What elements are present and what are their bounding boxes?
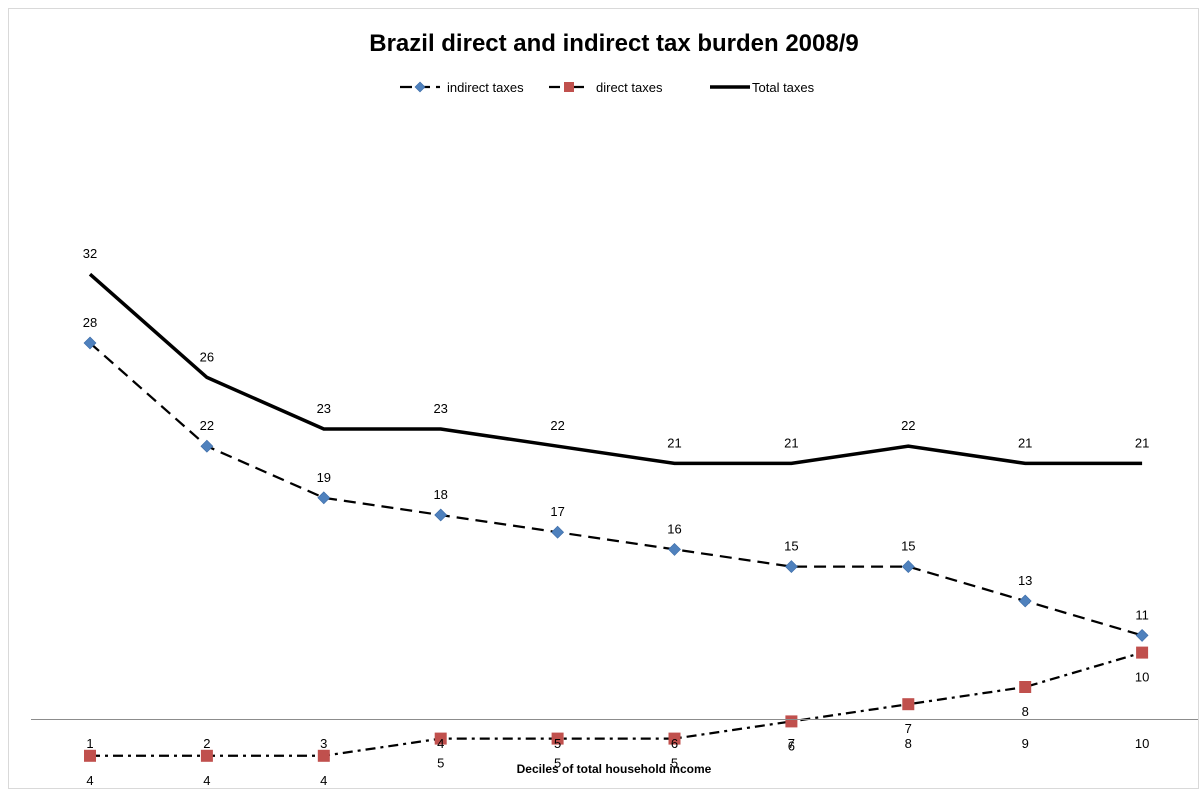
indirect-taxes-label-3: 19 xyxy=(317,470,331,485)
direct-taxes-label-4: 5 xyxy=(437,756,444,771)
indirect-taxes-label-5: 17 xyxy=(550,504,564,519)
indirect-taxes-point-4 xyxy=(434,508,448,522)
total-taxes-label-4: 23 xyxy=(433,401,447,416)
indirect-taxes-label-7: 15 xyxy=(784,539,798,554)
total-taxes-label-3: 23 xyxy=(317,401,331,416)
direct-taxes-label-3: 4 xyxy=(320,773,327,788)
indirect-taxes-point-2 xyxy=(200,439,214,453)
x-tick-1: 1 xyxy=(86,736,93,751)
direct-taxes-label-1: 4 xyxy=(86,773,93,788)
direct-taxes-label-7: 6 xyxy=(788,738,795,753)
total-taxes-label-5: 22 xyxy=(550,418,564,433)
direct-taxes-point-2 xyxy=(200,749,213,762)
x-tick-2: 2 xyxy=(203,736,210,751)
total-taxes-label-9: 21 xyxy=(1018,435,1032,450)
x-tick-5: 5 xyxy=(554,736,561,751)
direct-taxes-label-9: 8 xyxy=(1022,704,1029,719)
direct-taxes-point-9 xyxy=(1019,681,1032,693)
direct-taxes-point-5 xyxy=(551,732,564,745)
chart-title: Brazil direct and indirect tax burden 20… xyxy=(369,30,859,57)
indirect-taxes-label-9: 13 xyxy=(1018,573,1032,588)
indirect-taxes-point-8 xyxy=(901,560,915,574)
direct-taxes-point-8 xyxy=(902,698,915,711)
total-taxes-label-2: 26 xyxy=(200,349,214,364)
total-taxes-label-1: 32 xyxy=(83,246,97,261)
x-tick-7: 7 xyxy=(788,736,795,751)
direct-taxes-point-6 xyxy=(668,732,681,745)
indirect-taxes-point-6 xyxy=(668,542,681,556)
indirect-taxes-point-10 xyxy=(1135,628,1149,642)
chart-border xyxy=(8,8,1199,789)
direct-taxes-label-5: 5 xyxy=(554,756,561,771)
total-taxes-line xyxy=(88,272,1143,466)
total-taxes-label-8: 22 xyxy=(901,418,915,433)
series-lines xyxy=(88,272,1143,757)
x-tick-4: 4 xyxy=(437,736,444,751)
indirect-taxes-label-4: 18 xyxy=(433,487,447,502)
legend-indirect-taxes-marker xyxy=(414,81,426,93)
indirect-taxes-label-1: 28 xyxy=(83,315,97,330)
x-tick-9: 9 xyxy=(1022,736,1029,751)
direct-taxes-point-1 xyxy=(84,749,96,762)
indirect-taxes-point-3 xyxy=(317,491,331,505)
total-taxes-label-10: 21 xyxy=(1135,435,1149,450)
x-tick-8: 8 xyxy=(905,736,912,751)
legend: indirect taxes direct taxes Total taxes xyxy=(400,80,815,95)
direct-taxes-line xyxy=(90,651,1143,757)
indirect-taxes-label-10: 11 xyxy=(1135,607,1149,622)
indirect-taxes-label-2: 22 xyxy=(200,418,214,433)
indirect-taxes-line xyxy=(89,342,1143,637)
indirect-taxes-point-9 xyxy=(1018,594,1032,608)
total-taxes-label-6: 21 xyxy=(667,435,681,450)
indirect-taxes-label-6: 16 xyxy=(667,521,681,536)
indirect-taxes-point-5 xyxy=(551,525,565,539)
legend-direct-taxes-label: direct taxes xyxy=(596,80,663,95)
direct-taxes-label-2: 4 xyxy=(203,773,210,788)
x-tick-3: 3 xyxy=(320,736,327,751)
total-taxes-label-7: 21 xyxy=(784,435,798,450)
indirect-taxes-point-1 xyxy=(83,336,97,350)
direct-taxes-label-10: 10 xyxy=(1135,670,1149,685)
x-axis-title: Deciles of total household income xyxy=(517,762,712,776)
direct-taxes-label-6: 5 xyxy=(671,756,678,771)
legend-indirect-taxes-label: indirect taxes xyxy=(447,80,524,95)
x-tick-labels: 1 2 3 4 5 6 7 8 9 10 xyxy=(86,736,1149,751)
x-tick-6: 6 xyxy=(671,736,678,751)
legend-total-taxes-label: Total taxes xyxy=(752,80,815,95)
direct-taxes-point-3 xyxy=(317,749,330,762)
direct-taxes-label-8: 7 xyxy=(905,721,912,736)
direct-taxes-point-4 xyxy=(434,732,447,745)
legend-direct-taxes-marker xyxy=(564,82,574,92)
direct-taxes-point-7 xyxy=(785,715,798,728)
x-tick-10: 10 xyxy=(1135,736,1149,751)
series-markers xyxy=(83,336,1149,762)
direct-taxes-point-10 xyxy=(1136,646,1149,659)
indirect-taxes-label-8: 15 xyxy=(901,539,915,554)
indirect-taxes-point-7 xyxy=(784,560,798,574)
